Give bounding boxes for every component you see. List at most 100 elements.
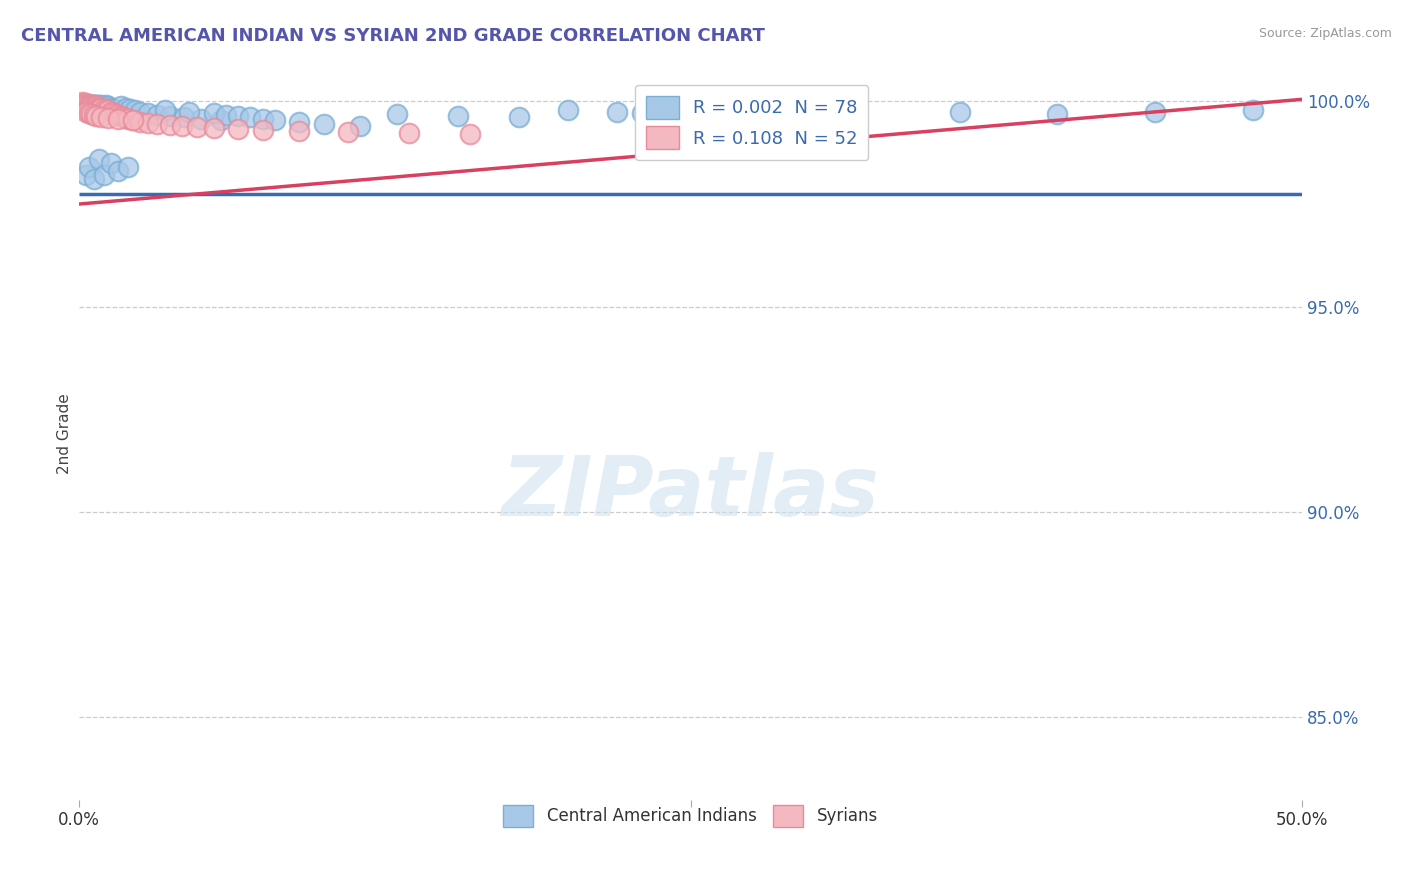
Point: [114, 101, 136, 115]
Point: [77, 98, 100, 112]
Point: [84, 98, 107, 112]
Point: [398, 127, 420, 141]
Point: [77, 160, 100, 174]
Point: [90, 98, 112, 112]
Point: [75, 98, 97, 112]
Point: [949, 104, 972, 119]
Point: [209, 112, 232, 127]
Point: [179, 104, 201, 119]
Point: [70, 98, 93, 112]
Point: [117, 160, 139, 174]
Point: [87, 152, 110, 166]
Point: [170, 119, 193, 133]
Point: [83, 98, 105, 112]
Point: [93, 102, 115, 116]
Point: [122, 112, 145, 127]
Point: [447, 109, 470, 123]
Point: [75, 98, 97, 112]
Point: [226, 109, 249, 123]
Point: [80, 98, 103, 112]
Point: [263, 112, 285, 127]
Point: [1046, 106, 1069, 120]
Point: [100, 156, 122, 170]
Point: [385, 106, 408, 120]
Point: [80, 98, 103, 112]
Point: [70, 95, 93, 110]
Point: [120, 102, 142, 116]
Point: [288, 115, 311, 129]
Point: [94, 98, 117, 112]
Point: [75, 96, 97, 111]
Point: [83, 172, 105, 186]
Point: [117, 112, 139, 126]
Point: [1241, 103, 1264, 118]
Point: [153, 103, 176, 118]
Point: [73, 96, 96, 111]
Point: [190, 112, 212, 126]
Point: [80, 101, 103, 115]
Point: [75, 98, 97, 112]
Point: [827, 106, 849, 120]
Point: [107, 112, 129, 126]
Y-axis label: 2nd Grade: 2nd Grade: [58, 393, 72, 475]
Point: [75, 101, 97, 115]
Point: [239, 110, 262, 124]
Point: [80, 106, 103, 120]
Point: [107, 104, 129, 119]
Point: [508, 110, 530, 124]
Legend: Central American Indians, Syrians: Central American Indians, Syrians: [495, 797, 886, 835]
Point: [146, 117, 169, 131]
Point: [84, 101, 107, 115]
Point: [77, 101, 100, 115]
Point: [349, 119, 371, 133]
Point: [87, 98, 110, 112]
Point: [84, 99, 107, 113]
Point: [186, 120, 208, 134]
Point: [97, 111, 120, 125]
Point: [110, 109, 132, 123]
Point: [87, 101, 110, 115]
Point: [146, 107, 169, 121]
Point: [84, 109, 107, 123]
Point: [75, 97, 97, 112]
Point: [312, 117, 335, 131]
Point: [226, 122, 249, 136]
Point: [100, 101, 122, 115]
Point: [112, 110, 135, 124]
Point: [83, 101, 105, 115]
Point: [97, 102, 120, 116]
Point: [215, 107, 238, 121]
Point: [83, 98, 105, 112]
Point: [107, 107, 129, 121]
Point: [77, 106, 100, 120]
Point: [75, 98, 97, 112]
Point: [728, 104, 751, 119]
Point: [202, 106, 225, 120]
Point: [103, 106, 125, 120]
Point: [94, 103, 117, 117]
Point: [129, 115, 152, 129]
Point: [159, 109, 181, 123]
Point: [93, 102, 115, 116]
Point: [136, 116, 159, 130]
Point: [252, 112, 274, 126]
Point: [90, 110, 112, 124]
Point: [90, 101, 112, 115]
Point: [87, 101, 110, 115]
Point: [93, 169, 115, 183]
Point: [93, 101, 115, 115]
Point: [75, 104, 97, 119]
Point: [80, 98, 103, 112]
Point: [122, 112, 145, 127]
Point: [73, 101, 96, 115]
Point: [87, 99, 110, 113]
Point: [90, 101, 112, 115]
Point: [84, 98, 107, 112]
Point: [100, 104, 122, 119]
Point: [679, 103, 702, 117]
Point: [83, 107, 105, 121]
Point: [104, 103, 127, 118]
Text: CENTRAL AMERICAN INDIAN VS SYRIAN 2ND GRADE CORRELATION CHART: CENTRAL AMERICAN INDIAN VS SYRIAN 2ND GR…: [21, 27, 765, 45]
Point: [104, 106, 127, 120]
Point: [75, 169, 97, 183]
